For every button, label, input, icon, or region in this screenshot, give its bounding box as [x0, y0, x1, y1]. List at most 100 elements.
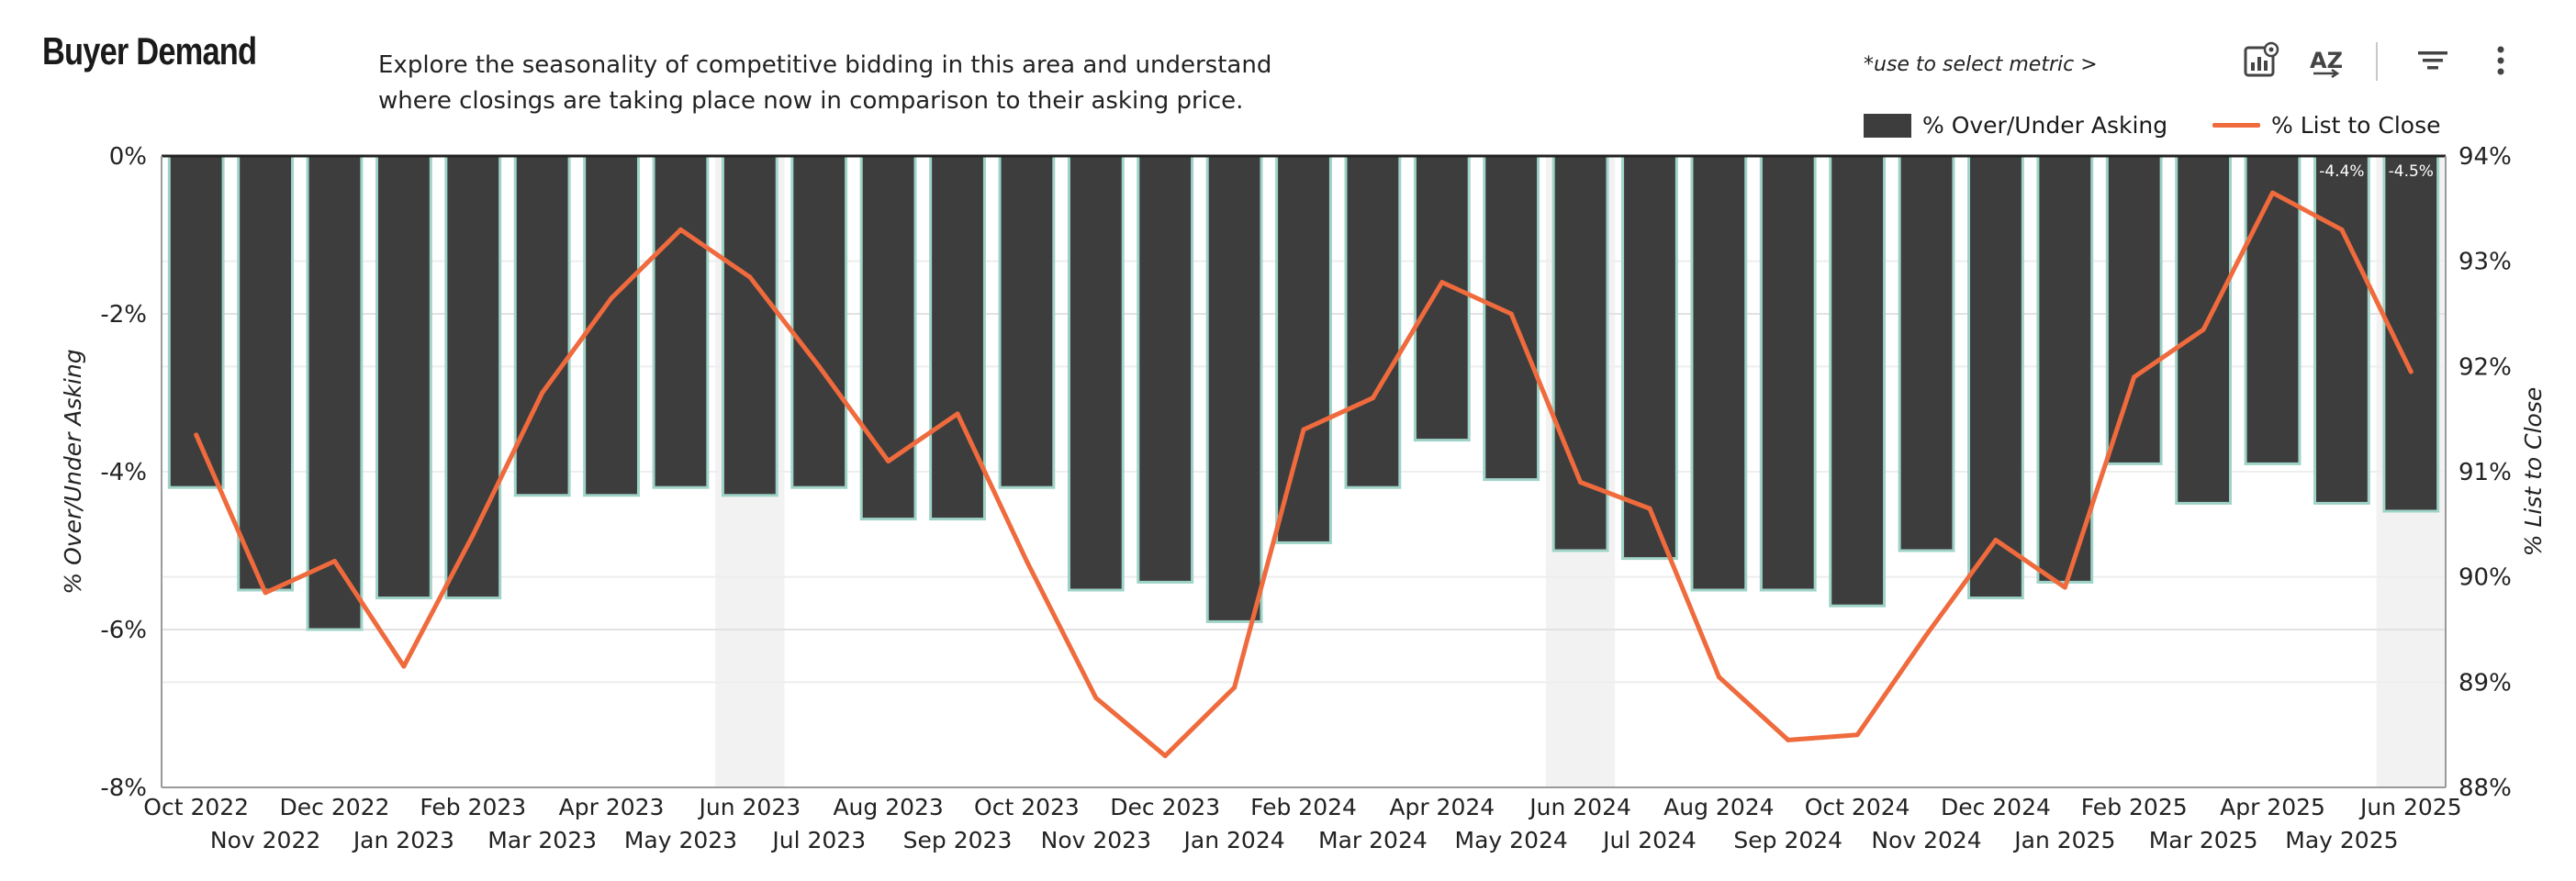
x-tick-label: Oct 2023	[974, 794, 1080, 820]
x-tick-label: Nov 2022	[210, 827, 320, 853]
x-tick-label: Apr 2025	[2220, 794, 2325, 820]
bar-jun-2023	[721, 154, 778, 497]
line-point	[1508, 311, 1514, 317]
bar-value-label: -4.5%	[2389, 162, 2434, 181]
line-point	[2201, 327, 2206, 332]
line-point	[2270, 190, 2276, 195]
left-tick-label: -2%	[100, 301, 147, 329]
x-tick-label: Sep 2024	[1733, 827, 1842, 853]
x-tick-label: Jul 2024	[1601, 827, 1697, 853]
legend-swatch-line	[2212, 123, 2260, 128]
x-tick-label: Feb 2025	[2081, 794, 2188, 820]
line-point	[2132, 374, 2137, 380]
line-point	[1232, 685, 1238, 690]
bar-jun-2024	[1551, 154, 1609, 552]
bar-sep-2023	[929, 154, 986, 521]
bar-dec-2024	[1967, 154, 2024, 600]
bar-jan-2023	[375, 154, 432, 600]
bar-dec-2023	[1137, 154, 1194, 584]
line-point	[1993, 538, 1999, 543]
legend-item-list-to-close[interactable]: % List to Close	[2212, 112, 2441, 139]
chart-settings-icon[interactable]	[2240, 40, 2280, 81]
right-tick-label: 94%	[2458, 143, 2512, 171]
line-point	[1093, 696, 1099, 701]
left-tick-label: 0%	[109, 143, 147, 171]
bar-jul-2024	[1621, 154, 1678, 561]
x-tick-label: Feb 2023	[420, 794, 526, 820]
line-point	[194, 432, 199, 438]
right-tick-label: 91%	[2458, 459, 2512, 486]
bar-apr-2024	[1413, 154, 1471, 442]
filter-icon[interactable]	[2413, 40, 2453, 81]
line-point	[1024, 558, 1029, 563]
x-tick-label: Oct 2022	[143, 794, 249, 820]
x-tick-label: Jan 2023	[352, 827, 454, 853]
sort-az-icon[interactable]: AZ	[2306, 40, 2346, 81]
x-tick-label: Sep 2023	[903, 827, 1013, 853]
left-tick-label: -6%	[100, 617, 147, 644]
x-tick-label: Apr 2023	[559, 794, 665, 820]
line-point	[401, 664, 407, 669]
toolbar-divider	[2376, 42, 2378, 81]
legend-swatch-bar	[1864, 113, 1911, 138]
right-tick-label: 90%	[2458, 564, 2512, 592]
right-tick-label: 93%	[2458, 249, 2512, 276]
line-point	[1301, 427, 1306, 432]
right-axis-title: % List to Close	[2520, 387, 2547, 557]
x-tick-label: Aug 2023	[833, 794, 943, 820]
x-tick-label: Dec 2022	[280, 794, 390, 820]
x-tick-label: Nov 2024	[1871, 827, 1981, 853]
line-point	[540, 390, 545, 396]
x-tick-label: Aug 2024	[1663, 794, 1774, 820]
line-point	[1854, 732, 1860, 738]
bar-mar-2023	[513, 154, 571, 497]
line-point	[747, 274, 753, 280]
bar-sep-2024	[1759, 154, 1817, 592]
bar-jan-2024	[1205, 154, 1263, 623]
x-tick-label: Dec 2024	[1941, 794, 2051, 820]
right-tick-label: 88%	[2458, 775, 2512, 802]
line-point	[470, 532, 476, 538]
bar-feb-2025	[2105, 154, 2163, 465]
bar-nov-2022	[237, 154, 294, 592]
sort-az-label: AZ	[2310, 48, 2343, 73]
description-line-1: Explore the seasonality of competitive b…	[378, 51, 1272, 79]
description-line-2: where closings are taking place now in c…	[378, 87, 1244, 115]
chart-toolbar: AZ	[2240, 40, 2552, 84]
line-point	[678, 227, 683, 232]
line-point	[609, 296, 614, 301]
x-tick-label: Mar 2025	[2149, 827, 2258, 853]
left-tick-label: -8%	[100, 775, 147, 802]
x-tick-label: Mar 2023	[487, 827, 597, 853]
x-tick-label: Oct 2024	[1805, 794, 1910, 820]
bar-value-label: -4.4%	[2319, 162, 2364, 181]
line-point	[955, 411, 960, 417]
bar-aug-2023	[859, 154, 917, 521]
x-tick-label: Jan 2025	[2012, 827, 2115, 853]
bar-dec-2022	[306, 154, 364, 631]
line-point	[263, 590, 268, 596]
chart-description: Explore the seasonality of competitive b…	[378, 48, 1370, 119]
x-tick-label: May 2023	[624, 827, 737, 853]
bar-oct-2024	[1829, 154, 1887, 608]
x-tick-label: Jun 2024	[1528, 794, 1631, 820]
x-tick-label: May 2024	[1455, 827, 1568, 853]
bar-oct-2022	[167, 154, 225, 489]
x-tick-label: Apr 2024	[1389, 794, 1495, 820]
bar-may-2023	[652, 154, 710, 489]
line-point	[1716, 675, 1721, 680]
more-vert-icon[interactable]	[2481, 40, 2521, 81]
legend-item-over-under[interactable]: % Over/Under Asking	[1864, 112, 2167, 139]
bar-oct-2023	[998, 154, 1056, 489]
bar-may-2025	[2313, 154, 2370, 505]
bar-feb-2024	[1275, 154, 1332, 544]
bar-feb-2023	[444, 154, 502, 600]
line-point	[1578, 479, 1584, 485]
legend-label-list-to-close: % List to Close	[2271, 112, 2441, 139]
bar-mar-2024	[1344, 154, 1402, 489]
x-tick-label: Feb 2024	[1250, 794, 1357, 820]
line-point	[1162, 753, 1168, 759]
x-tick-label: Jul 2023	[770, 827, 866, 853]
x-tick-label: Dec 2023	[1110, 794, 1220, 820]
bar-aug-2024	[1690, 154, 1748, 592]
